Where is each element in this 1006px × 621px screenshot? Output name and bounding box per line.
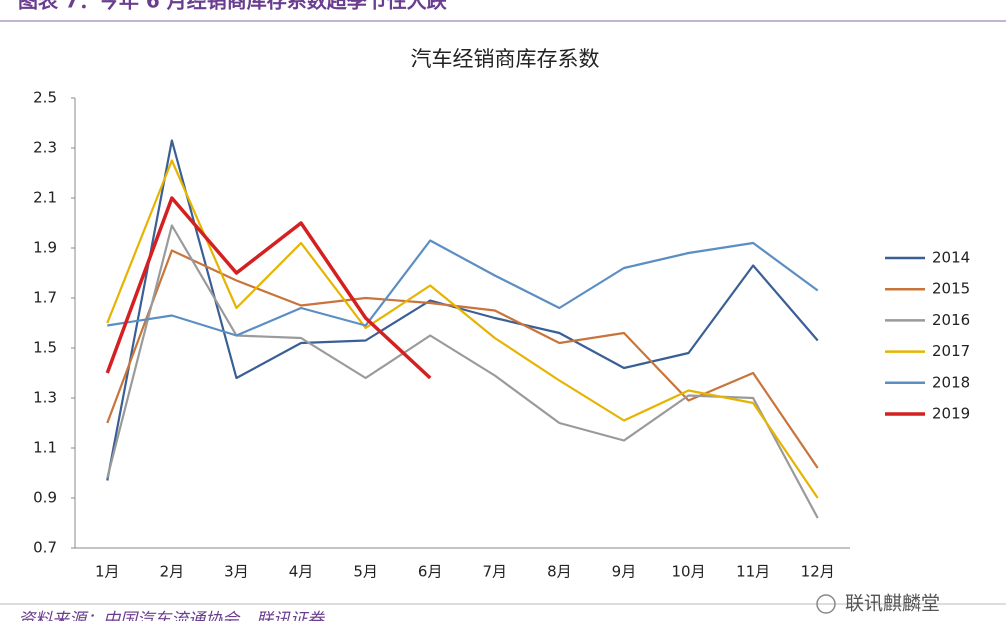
chart-title: 汽车经销商库存系数 <box>411 47 600 71</box>
x-tick-label: 3月 <box>224 563 249 581</box>
source-note: 资料来源：中国汽车流通协会，联讯证券 <box>18 610 326 621</box>
y-tick-label: 1.1 <box>33 439 57 457</box>
legend-label: 2017 <box>932 342 970 360</box>
x-tick-label: 11月 <box>736 563 770 581</box>
x-tick-label: 6月 <box>418 563 443 581</box>
legend-label: 2014 <box>932 249 970 267</box>
x-tick-label: 2月 <box>160 563 185 581</box>
y-tick-label: 0.9 <box>33 489 57 507</box>
series-line <box>106 224 819 519</box>
series-line <box>105 196 432 380</box>
y-tick-label: 2.3 <box>33 139 57 157</box>
series-line <box>107 239 819 337</box>
legend-label: 2015 <box>932 280 970 298</box>
x-tick-label: 8月 <box>547 563 572 581</box>
x-tick-label: 5月 <box>353 563 378 581</box>
x-tick-label: 1月 <box>95 563 120 581</box>
y-tick-label: 2.5 <box>33 89 57 107</box>
x-tick-label: 4月 <box>289 563 314 581</box>
x-tick-label: 9月 <box>612 563 637 581</box>
legend-label: 2018 <box>932 373 970 391</box>
y-tick-label: 1.3 <box>33 389 57 407</box>
series-line <box>106 159 819 499</box>
watermark-icon <box>816 594 836 614</box>
y-tick-label: 2.1 <box>33 189 57 207</box>
legend-label: 2019 <box>932 405 970 423</box>
y-tick-label: 1.7 <box>33 289 57 307</box>
series-line <box>106 249 819 469</box>
x-tick-label: 7月 <box>483 563 508 581</box>
x-tick-label: 10月 <box>671 563 705 581</box>
legend-label: 2016 <box>932 311 970 329</box>
y-tick-label: 0.7 <box>33 539 57 557</box>
figure-header: 图表 7：今年 6 月经销商库存系数超季节性大跌 <box>18 0 448 13</box>
y-tick-label: 1.5 <box>33 339 57 357</box>
x-tick-label: 12月 <box>801 563 835 581</box>
y-tick-label: 1.9 <box>33 239 57 257</box>
series-line <box>106 139 819 481</box>
watermark: 联讯麒麟堂 <box>845 593 940 615</box>
